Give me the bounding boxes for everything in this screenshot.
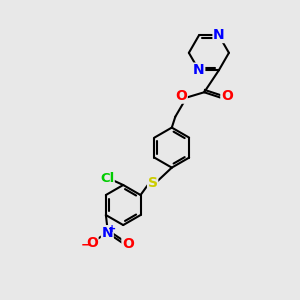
Text: N: N xyxy=(193,63,205,77)
Text: O: O xyxy=(86,236,98,250)
Text: O: O xyxy=(221,89,233,103)
Text: N: N xyxy=(101,226,113,240)
Text: Cl: Cl xyxy=(100,172,114,185)
Text: O: O xyxy=(175,89,187,103)
Text: +: + xyxy=(108,224,116,234)
Text: −: − xyxy=(80,239,91,252)
Text: S: S xyxy=(148,176,158,190)
Text: N: N xyxy=(213,28,225,43)
Text: O: O xyxy=(122,238,134,251)
